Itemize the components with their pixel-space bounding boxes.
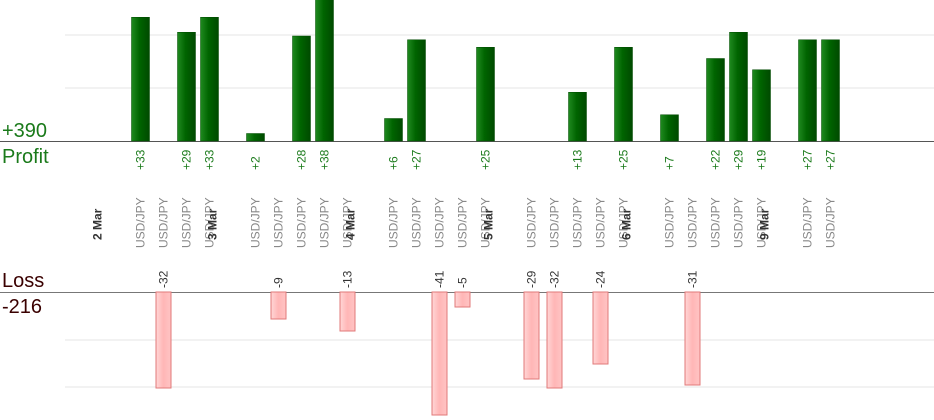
profit-value-label: +22 xyxy=(709,149,723,170)
loss-value-label: -41 xyxy=(433,270,447,288)
symbol-label: USD/JPY xyxy=(732,197,746,248)
profit-bar xyxy=(568,92,587,142)
symbol-label: USD/JPY xyxy=(387,197,401,248)
date-label: 9 Mar xyxy=(758,208,772,240)
symbol-label: USD/JPY xyxy=(341,197,355,248)
profit-bar xyxy=(729,32,748,142)
loss-value-label: -29 xyxy=(525,270,539,288)
loss-bar xyxy=(339,291,356,332)
symbol-label: USD/JPY xyxy=(272,197,286,248)
profit-value-label: +13 xyxy=(571,149,585,170)
symbol-label: USD/JPY xyxy=(456,197,470,248)
profit-bar xyxy=(177,32,196,142)
profit-bar xyxy=(706,58,725,142)
symbol-label: USD/JPY xyxy=(824,197,838,248)
loss-value-label: -5 xyxy=(456,277,470,288)
profit-bar xyxy=(614,47,633,142)
profit-bar xyxy=(200,17,219,142)
loss-bar xyxy=(684,291,701,386)
loss-bar xyxy=(431,291,448,416)
symbol-label: USD/JPY xyxy=(686,197,700,248)
profit-value-label: +29 xyxy=(732,149,746,170)
date-label: 5 Mar xyxy=(482,208,496,240)
symbol-label: USD/JPY xyxy=(134,197,148,248)
profit-value-label: +19 xyxy=(755,149,769,170)
profit-value-label: +25 xyxy=(617,149,631,170)
loss-value-label: -13 xyxy=(341,270,355,288)
symbol-label: USD/JPY xyxy=(709,197,723,248)
symbol-label: USD/JPY xyxy=(663,197,677,248)
symbol-label: USD/JPY xyxy=(157,197,171,248)
profit-value-label: +33 xyxy=(203,149,217,170)
profit-value-label: +38 xyxy=(318,149,332,170)
date-label: 6 Mar xyxy=(620,208,634,240)
profit-bar xyxy=(476,47,495,142)
loss-total: -216 xyxy=(2,296,43,318)
loss-value-label: -31 xyxy=(686,270,700,288)
symbol-label: USD/JPY xyxy=(180,197,194,248)
loss-value-label: -24 xyxy=(594,270,608,288)
profit-value-label: +27 xyxy=(410,149,424,170)
loss-bar xyxy=(592,291,609,365)
loss-bar xyxy=(523,291,540,380)
date-label: 2 Mar xyxy=(91,208,105,240)
profit-value-label: +6 xyxy=(387,156,401,170)
profit-value-label: +2 xyxy=(249,156,263,170)
profit-bar xyxy=(752,69,771,142)
symbol-label: USD/JPY xyxy=(617,197,631,248)
date-label: 3 Mar xyxy=(206,208,220,240)
profit-value-label: +27 xyxy=(824,149,838,170)
profit-value-label: +7 xyxy=(663,156,677,170)
loss-value-label: -32 xyxy=(548,270,562,288)
symbol-label: USD/JPY xyxy=(318,197,332,248)
symbol-label: USD/JPY xyxy=(249,197,263,248)
profit-value-label: +27 xyxy=(801,149,815,170)
loss-bar xyxy=(454,291,471,308)
profit-value-label: +33 xyxy=(134,149,148,170)
loss-label: Loss xyxy=(2,270,45,292)
profit-value-label: +25 xyxy=(479,149,493,170)
profit-bar xyxy=(821,39,840,142)
loss-bar xyxy=(546,291,563,389)
symbol-label: USD/JPY xyxy=(548,197,562,248)
loss-value-label: -32 xyxy=(157,270,171,288)
symbol-label: USD/JPY xyxy=(571,197,585,248)
profit-bar xyxy=(246,133,265,142)
symbol-label: USD/JPY xyxy=(755,197,769,248)
symbol-label: USD/JPY xyxy=(801,197,815,248)
symbol-label: USD/JPY xyxy=(479,197,493,248)
symbol-label: USD/JPY xyxy=(433,197,447,248)
loss-bar xyxy=(155,291,172,389)
symbol-label: USD/JPY xyxy=(594,197,608,248)
profit-bar xyxy=(798,39,817,142)
profit-label: Profit xyxy=(2,146,49,168)
profit-bar xyxy=(660,114,679,142)
profit-value-label: +28 xyxy=(295,149,309,170)
profit-bar xyxy=(315,0,334,142)
symbol-label: USD/JPY xyxy=(203,197,217,248)
date-label: 4 Mar xyxy=(344,208,358,240)
profit-value-label: +29 xyxy=(180,149,194,170)
loss-bar xyxy=(270,291,287,320)
loss-value-label: -9 xyxy=(272,277,286,288)
profit-bar xyxy=(407,39,426,142)
profit-bar xyxy=(131,17,150,142)
profit-bar xyxy=(292,35,311,142)
symbol-label: USD/JPY xyxy=(295,197,309,248)
profit-total: +390 xyxy=(2,120,48,142)
symbol-label: USD/JPY xyxy=(525,197,539,248)
symbol-label: USD/JPY xyxy=(410,197,424,248)
profit-bar xyxy=(384,118,403,142)
